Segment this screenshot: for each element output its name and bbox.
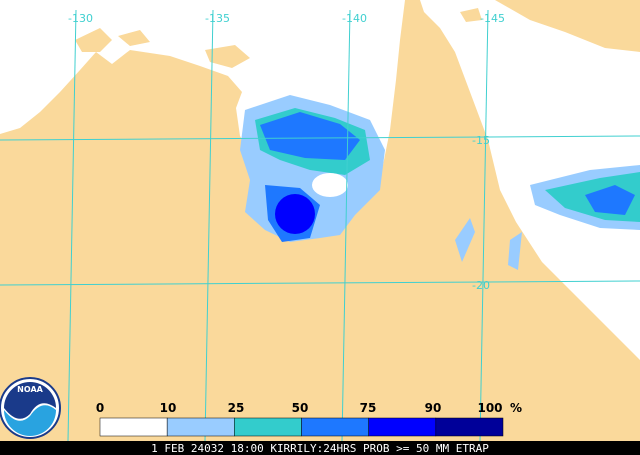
legend-swatch (234, 417, 302, 437)
legend-swatch (99, 417, 168, 437)
probability-shading (240, 95, 640, 270)
meridian (341, 9, 351, 442)
png (460, 0, 640, 52)
legend-label: 50 (292, 401, 309, 415)
legend-label: 10 (160, 401, 177, 415)
latitude-label: -20 (472, 279, 490, 292)
legend-label: 90 (425, 401, 442, 415)
graticule: -130 -135 -140 -145 -15 -20 (0, 9, 640, 442)
parallel (0, 280, 640, 286)
caption: 1 FEB 24032 18:00 KIRRILY:24HRS PROB >= … (151, 442, 489, 455)
legend-swatch (301, 417, 369, 437)
island (75, 28, 250, 68)
longitude-label: -135 (205, 12, 230, 25)
longitude-label: -130 (68, 12, 93, 25)
legend-label: 0 (96, 401, 104, 415)
sea-east (420, 0, 640, 360)
meridian (479, 9, 489, 442)
caption-bar (0, 441, 640, 455)
legend-swatch (368, 417, 437, 437)
noaa-logo: NOAA (0, 377, 61, 439)
latitude-label: -15 (472, 134, 490, 147)
legend-unit: % (510, 401, 522, 415)
legend-label: 25 (228, 401, 245, 415)
longitude-label: -145 (480, 12, 505, 25)
parallel (0, 135, 640, 141)
meridian (67, 9, 77, 442)
legend-swatch (166, 417, 235, 437)
legend-label: 75 (360, 401, 377, 415)
legend: 0 10 25 50 75 90 100% (96, 401, 522, 437)
logo-text: NOAA (17, 385, 43, 394)
meridian (204, 9, 214, 442)
legend-label: 100 (477, 401, 502, 415)
legend-swatch (435, 417, 504, 437)
longitude-label: -140 (342, 12, 367, 25)
